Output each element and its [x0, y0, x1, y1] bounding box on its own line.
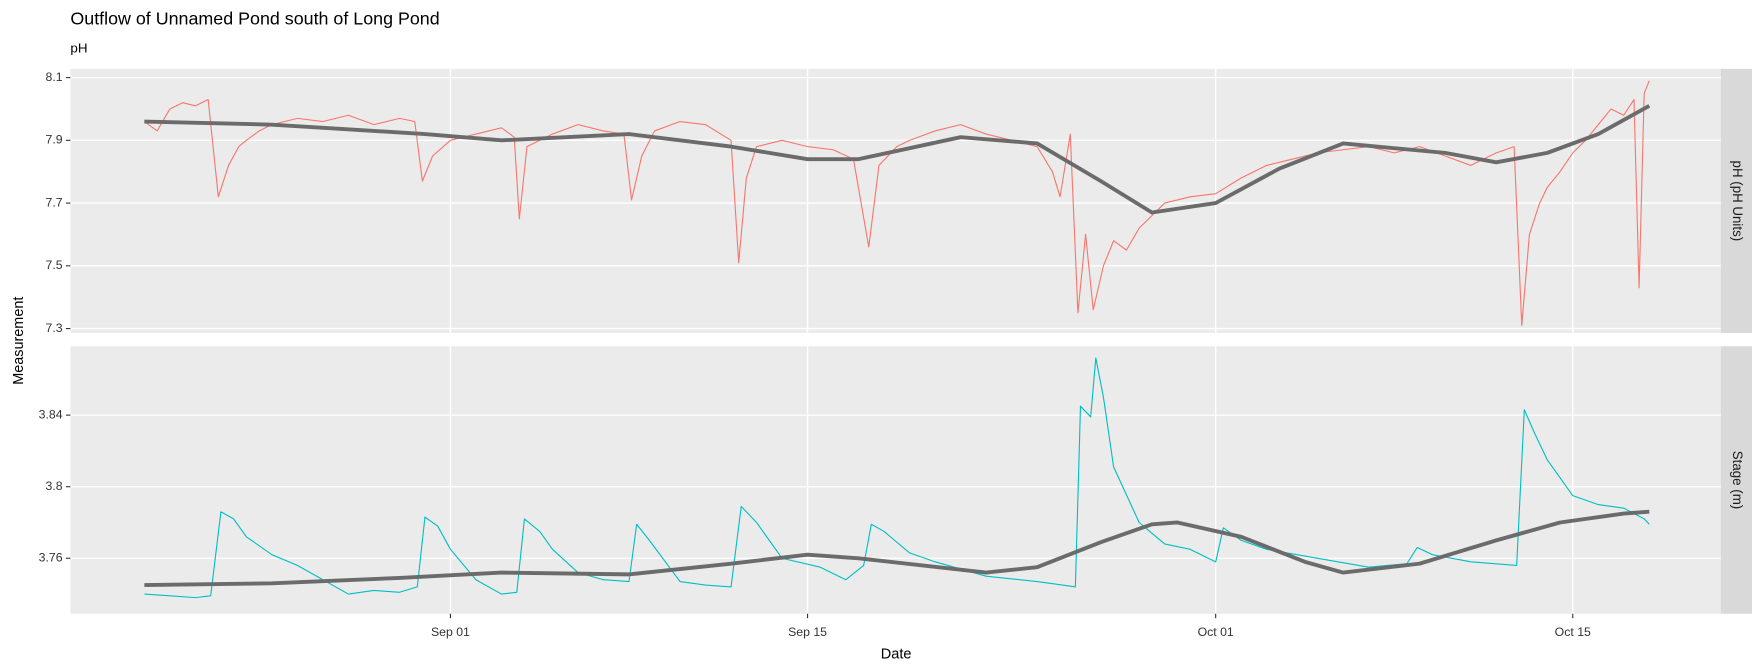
- data-line: [144, 357, 1650, 599]
- y-tick-label: 3.76: [39, 551, 63, 565]
- y-tick-label: 7.3: [45, 321, 62, 335]
- x-axis-label: Date: [881, 647, 912, 663]
- facet-strip: [1720, 68, 1752, 333]
- facet-label: pH (pH Units): [1730, 161, 1745, 242]
- chart-subtitle: pH: [70, 40, 87, 55]
- x-tick-label: Oct 15: [1555, 625, 1591, 639]
- y-tick-label: 3.8: [45, 479, 62, 493]
- data-line: [144, 104, 1651, 215]
- x-tick-label: Sep 01: [431, 625, 470, 639]
- data-line: [144, 80, 1650, 326]
- y-axis-label: Measurement: [11, 297, 27, 385]
- panel-background: [70, 68, 1721, 333]
- y-tick-label: 7.9: [45, 133, 62, 147]
- panel-background: [70, 346, 1721, 614]
- y-tick-label: 7.5: [45, 258, 62, 272]
- data-line: [144, 509, 1650, 588]
- chart-title: Outflow of Unnamed Pond south of Long Po…: [70, 9, 439, 29]
- y-tick-label: 3.84: [39, 407, 63, 421]
- x-tick-label: Sep 15: [788, 625, 827, 639]
- y-tick-label: 7.7: [45, 195, 62, 209]
- facet-label: Stage (m): [1730, 451, 1745, 509]
- x-tick-label: Oct 01: [1198, 625, 1234, 639]
- y-tick-label: 8.1: [45, 70, 62, 84]
- facet-strip: [1720, 346, 1752, 614]
